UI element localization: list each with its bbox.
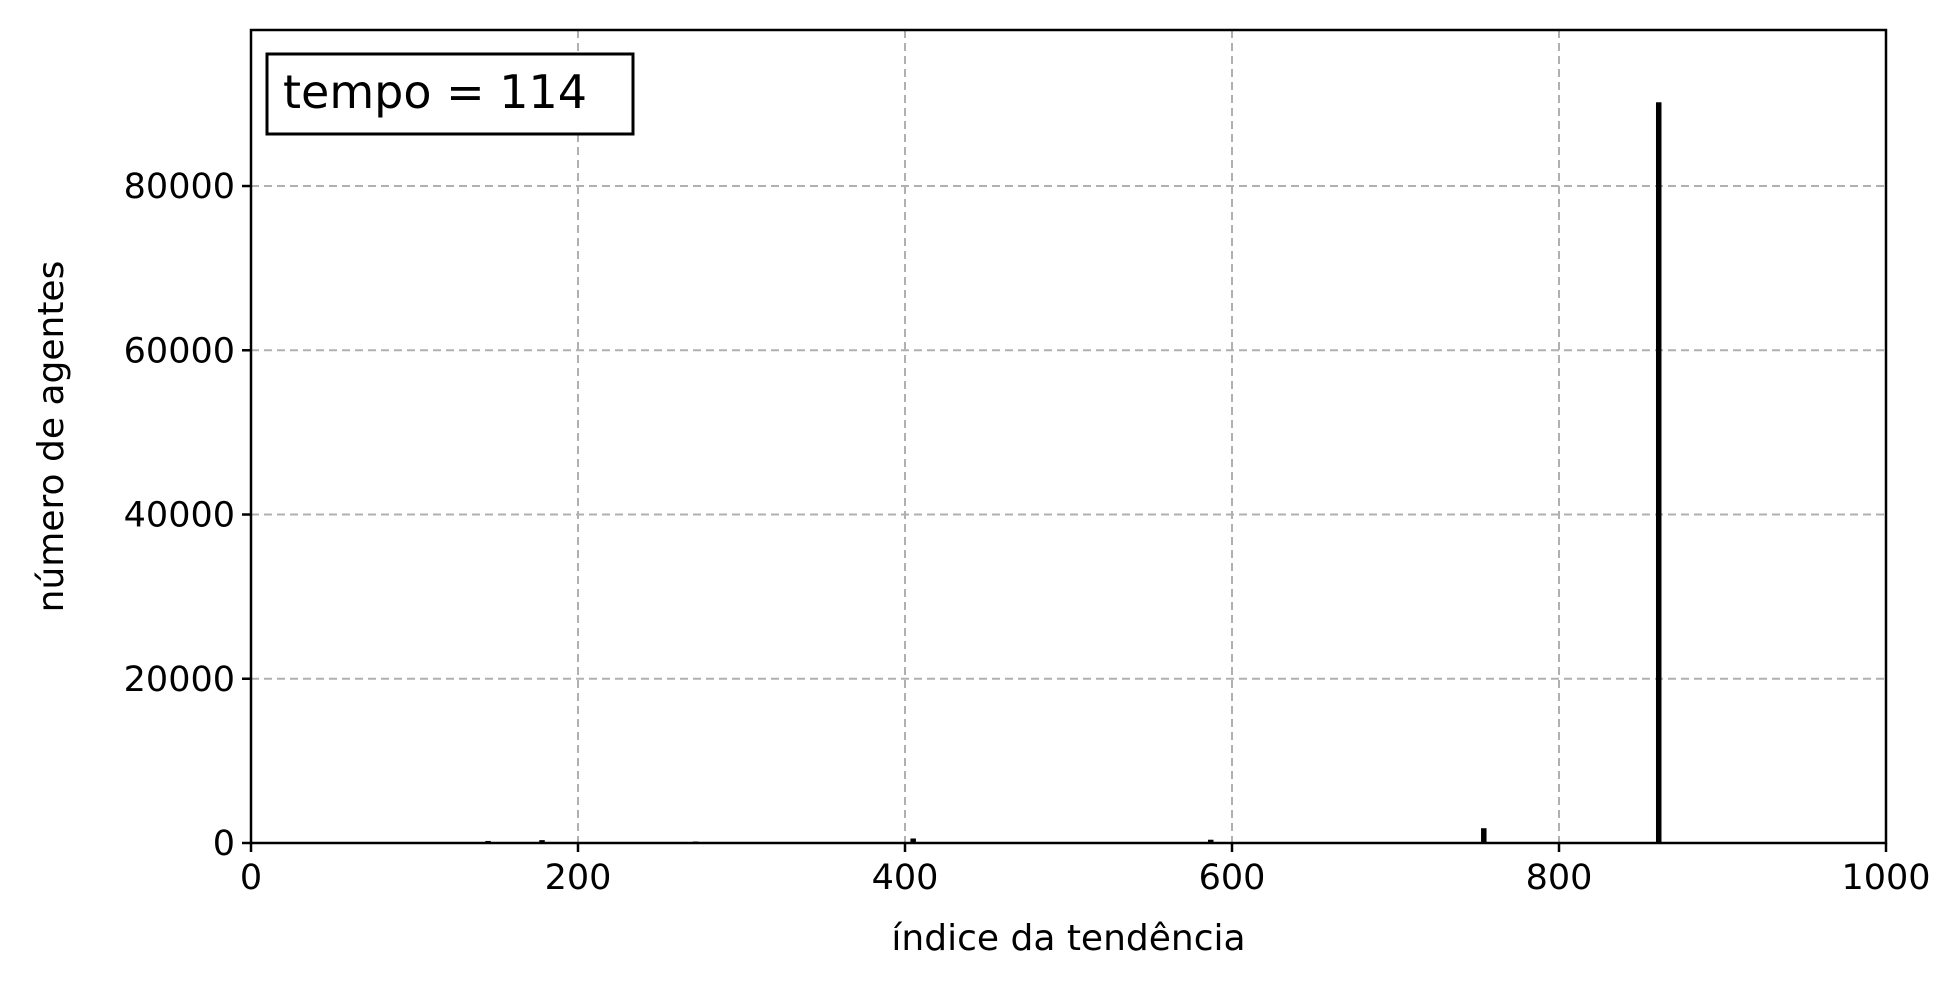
- y-tick-label: 80000: [124, 167, 235, 207]
- x-axis-label: índice da tendência: [891, 918, 1245, 959]
- annotation-box: tempo = 114: [265, 52, 635, 136]
- y-axis-ticks: 0 20000 40000 60000 80000: [124, 167, 251, 864]
- plot-frame: [249, 28, 1888, 845]
- x-tick-label: 600: [1199, 858, 1266, 898]
- annotation-text: tempo = 114: [283, 65, 587, 119]
- x-tick-label: 400: [872, 858, 939, 898]
- annotation-frame: [265, 52, 635, 136]
- x-axis-ticks: 0 200 400 600 800 1000: [240, 843, 1931, 898]
- bar: [1207, 839, 1214, 843]
- y-tick-label: 20000: [124, 660, 235, 700]
- x-tick-label: 800: [1526, 858, 1593, 898]
- x-tick-label: 200: [545, 858, 612, 898]
- bar: [1655, 102, 1662, 844]
- x-tick-label: 1000: [1841, 858, 1930, 898]
- y-tick-label: 40000: [124, 496, 235, 536]
- y-axis-label: número de agentes: [31, 261, 72, 613]
- bar: [1481, 828, 1487, 843]
- y-tick-label: 0: [213, 824, 235, 864]
- bar: [539, 840, 545, 843]
- x-tick-label: 0: [240, 858, 262, 898]
- y-tick-label: 60000: [124, 331, 235, 371]
- bar: [910, 838, 916, 843]
